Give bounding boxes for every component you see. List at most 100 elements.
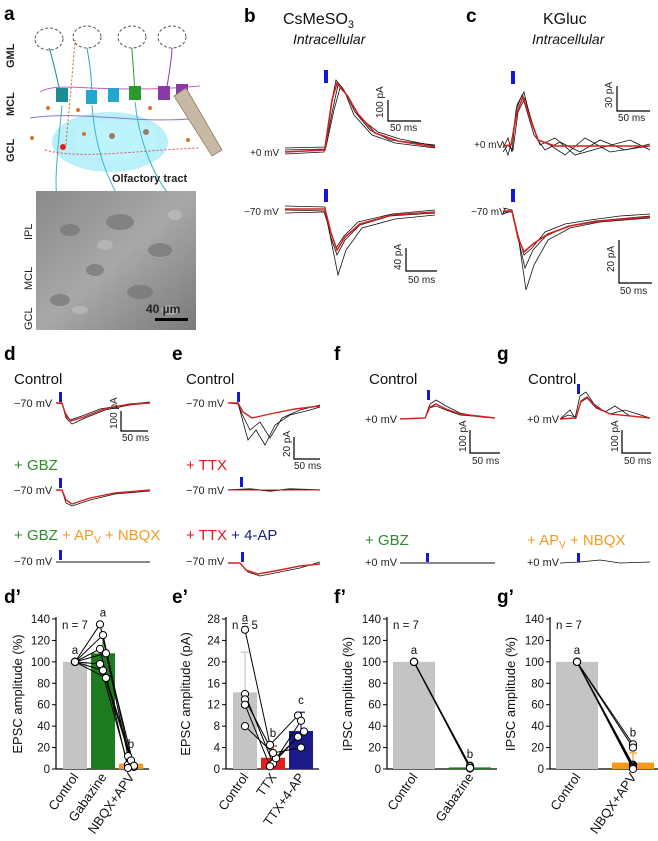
y-tick-label: 20 <box>368 743 381 755</box>
panel-e-scalebar <box>293 437 320 460</box>
panel-f-scalebar <box>469 430 500 454</box>
panel-b-sb-bot-x: 50 ms <box>408 275 435 286</box>
panel-letter-b: b <box>244 6 256 27</box>
data-point <box>268 748 278 758</box>
data-point <box>240 700 250 709</box>
panel-g-trace-apv <box>559 559 651 564</box>
panel-letter-d-prime: d’ <box>4 587 21 608</box>
n-label: n = 7 <box>393 620 419 632</box>
panel-g-voltage-1: +0 mV <box>527 414 560 426</box>
panel-e-voltage-3: −70 mV <box>186 556 225 568</box>
stim-marker-f1 <box>427 390 430 400</box>
significance-letter: a <box>574 645 581 657</box>
panel-letter-g: g <box>497 344 509 365</box>
y-tick-label: 140 <box>362 614 381 626</box>
stim-marker-c-bot <box>511 189 515 202</box>
y-tick-label: 100 <box>525 657 544 669</box>
bar <box>393 661 435 769</box>
y-tick-label: 60 <box>37 700 50 712</box>
data-point <box>296 743 306 752</box>
data-point <box>265 762 275 771</box>
panel-c-scalebar-top <box>616 86 650 112</box>
panel-g-trace-control <box>559 391 651 420</box>
panel-e-ttx-label: + TTX <box>186 457 227 474</box>
data-point <box>123 763 133 773</box>
x-tick-label: Control <box>547 770 583 813</box>
pair-line <box>576 661 634 770</box>
stim-marker-g1 <box>577 384 580 394</box>
micro-label-mcl: MCL <box>23 267 35 290</box>
panel-b-sb-bot-y: 40 pA <box>393 244 404 270</box>
y-tick-label: 4 <box>214 743 221 755</box>
panel-g-control-label: Control <box>528 371 576 388</box>
panel-g-sb-x: 50 ms <box>624 456 651 467</box>
panel-e-ttx-4ap-label: + TTX + 4-AP <box>186 527 277 544</box>
stim-marker-d2 <box>59 478 62 488</box>
olfactory-bulb-schematic: GML MCL GCL Olfactory tract <box>5 25 223 216</box>
significance-letter: a <box>411 645 418 657</box>
olfactory-tract-label: Olfactory tract <box>112 173 188 185</box>
y-tick-label: 0 <box>214 764 220 776</box>
data-point <box>70 657 80 666</box>
y-tick-label: 40 <box>531 721 544 733</box>
panel-b-voltage-bot: −70 mV <box>244 207 279 218</box>
bar <box>556 661 598 769</box>
data-point <box>465 763 475 773</box>
stim-marker-d1 <box>59 392 62 402</box>
panel-d-apv-nbqx-label: + GBZ + APV + NBQX <box>14 527 160 546</box>
layer-label-mcl: MCL <box>5 92 17 116</box>
panel-g-sb-y: 100 pA <box>610 420 621 452</box>
panel-e-trace-control <box>227 402 321 446</box>
panel-c-voltage-bot: −70 mV <box>471 207 506 218</box>
micrograph: 40 µm IPL MCL GCL <box>23 191 196 330</box>
panel-d-trace-control <box>55 401 151 425</box>
y-axis-label: IPSC amplitude (%) <box>340 637 355 751</box>
panel-letter-e-prime: e’ <box>172 587 188 608</box>
significance-letter: a <box>100 607 107 619</box>
x-tick-label: NBQX+APV <box>587 770 640 837</box>
panel-b-sb-top-y: 100 pA <box>375 86 386 118</box>
data-point <box>101 649 111 658</box>
significance-letter: a <box>72 645 79 657</box>
y-tick-label: 100 <box>362 657 381 669</box>
panel-letter-e: e <box>172 344 183 365</box>
data-point <box>628 743 638 752</box>
panel-f-trace-control <box>399 399 496 420</box>
panel-b-traces-bot <box>284 205 436 277</box>
y-tick-label: 0 <box>538 764 544 776</box>
y-tick-label: 100 <box>31 657 50 669</box>
panel-f-voltage-1: +0 mV <box>365 414 398 426</box>
significance-letter: b <box>467 749 473 761</box>
pair-line <box>576 661 634 748</box>
panel-g-scalebar <box>621 430 651 454</box>
n-label: n = 7 <box>62 620 88 632</box>
panel-b-title: CsMeSO3 <box>283 11 354 31</box>
panel-c-traces-top <box>502 90 651 157</box>
pair-line <box>413 661 471 769</box>
panel-c-title: KGluc <box>543 11 587 28</box>
significance-letter: b <box>128 739 134 751</box>
stim-marker-e1 <box>237 392 240 402</box>
y-tick-label: 8 <box>214 721 220 733</box>
stim-marker-e3 <box>241 552 244 562</box>
panel-c-scalebar-bot <box>618 240 652 284</box>
panel-e-voltage-1: −70 mV <box>186 398 225 410</box>
panel-f-voltage-2: +0 mV <box>365 557 398 569</box>
layer-label-gcl: GCL <box>5 139 17 163</box>
stim-marker-c-top <box>511 71 515 84</box>
stim-marker-b-bot <box>324 189 328 202</box>
micrograph-scalebar-label: 40 µm <box>146 302 180 316</box>
panel-letter-g-prime: g’ <box>497 587 514 608</box>
panel-e-sb-x: 50 ms <box>294 461 321 472</box>
panel-e-voltage-2: −70 mV <box>186 485 225 497</box>
y-tick-label: 20 <box>531 743 544 755</box>
panel-g-apv-nbqx-label: + APV + NBQX <box>527 532 625 551</box>
panel-f-sb-x: 50 ms <box>472 456 499 467</box>
panel-d-scalebar <box>120 411 148 432</box>
y-tick-label: 0 <box>375 764 381 776</box>
x-tick-label: Control <box>384 770 420 813</box>
stim-marker-b-top <box>324 70 328 83</box>
panel-f-gbz-label: + GBZ <box>365 532 409 549</box>
y-axis-label: EPSC amplitude (pA) <box>178 632 193 756</box>
